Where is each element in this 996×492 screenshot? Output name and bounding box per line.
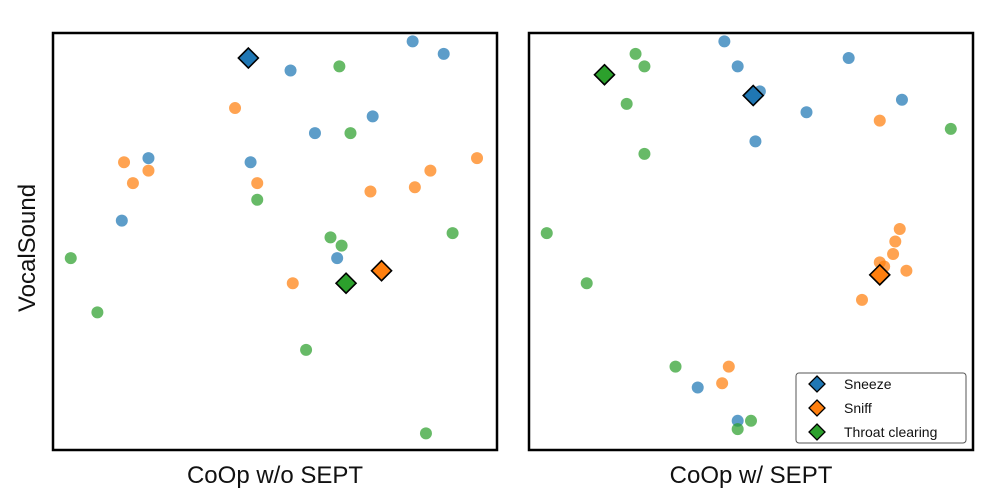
point-throat-clearing-left-4 bbox=[335, 239, 348, 252]
point-sniff-right-7 bbox=[856, 293, 868, 306]
point-throat-clearing-left-5 bbox=[344, 127, 357, 140]
point-sneeze-right-1 bbox=[731, 60, 744, 73]
point-sneeze-left-7 bbox=[437, 47, 450, 60]
point-throat-clearing-left-3 bbox=[324, 231, 337, 244]
point-sneeze-left-8 bbox=[331, 252, 344, 265]
point-throat-clearing-right-9 bbox=[944, 122, 957, 135]
prototype-diamond-sneeze-right bbox=[742, 84, 765, 107]
point-sneeze-right-7 bbox=[691, 381, 704, 394]
point-sneeze-left-6 bbox=[406, 35, 419, 48]
point-sniff-right-8 bbox=[722, 360, 735, 373]
scatter-marks-left bbox=[64, 35, 484, 440]
point-sniff-left-1 bbox=[126, 177, 139, 190]
point-sneeze-right-4 bbox=[800, 106, 813, 119]
point-sneeze-left-3 bbox=[284, 64, 297, 77]
point-sneeze-left-5 bbox=[366, 110, 379, 123]
point-sniff-left-3 bbox=[229, 102, 242, 115]
prototype-diamond-sneeze-left bbox=[237, 46, 260, 70]
point-throat-clearing-left-0 bbox=[64, 252, 77, 265]
point-sniff-right-0 bbox=[873, 114, 886, 127]
point-sneeze-left-2 bbox=[244, 156, 257, 169]
point-sniff-left-0 bbox=[118, 156, 131, 169]
legend-label-throat-clearing: Throat clearing bbox=[844, 424, 937, 440]
y-axis-label: VocalSound bbox=[14, 184, 41, 312]
prototype-diamond-sniff-left bbox=[370, 259, 393, 282]
point-sneeze-right-8 bbox=[731, 414, 744, 427]
legend: Sneeze Sniff Throat clearing bbox=[795, 372, 967, 444]
legend-marker-sniff bbox=[808, 399, 826, 417]
prototype-diamond-throat-clearing-left bbox=[334, 272, 358, 295]
point-throat-clearing-right-2 bbox=[620, 97, 633, 110]
legend-label-sneeze: Sneeze bbox=[844, 376, 892, 392]
point-throat-clearing-right-3 bbox=[638, 147, 651, 160]
point-throat-clearing-left-7 bbox=[446, 227, 459, 240]
point-throat-clearing-left-8 bbox=[300, 343, 313, 356]
point-throat-clearing-right-6 bbox=[669, 360, 682, 373]
plot-frame-left bbox=[51, 31, 499, 452]
panel-left: CoOp w/o SEPT bbox=[51, 31, 499, 489]
legend-marker-sneeze bbox=[808, 375, 826, 393]
point-sniff-left-8 bbox=[471, 152, 484, 165]
x-axis-label-left: CoOp w/o SEPT bbox=[187, 462, 363, 489]
point-sneeze-left-0 bbox=[142, 152, 155, 165]
legend-label-sniff: Sniff bbox=[844, 400, 872, 416]
scatter-marks-right bbox=[540, 35, 957, 436]
point-sniff-left-4 bbox=[251, 177, 264, 190]
point-sniff-right-9 bbox=[716, 377, 729, 390]
prototype-diamond-throat-clearing-right bbox=[593, 63, 616, 86]
prototype-diamond-sniff-right bbox=[868, 263, 891, 286]
point-sneeze-right-5 bbox=[842, 52, 855, 65]
point-sniff-right-6 bbox=[900, 264, 913, 277]
point-sneeze-left-1 bbox=[115, 214, 128, 227]
point-throat-clearing-right-1 bbox=[638, 60, 651, 73]
point-throat-clearing-left-2 bbox=[251, 193, 264, 206]
point-sneeze-right-3 bbox=[749, 135, 762, 148]
point-sniff-left-7 bbox=[424, 164, 437, 177]
point-throat-clearing-right-0 bbox=[629, 47, 642, 60]
point-sniff-left-6 bbox=[408, 181, 421, 194]
point-throat-clearing-left-9 bbox=[419, 427, 432, 440]
x-axis-label-right: CoOp w/ SEPT bbox=[670, 462, 833, 489]
point-throat-clearing-left-6 bbox=[333, 60, 346, 73]
point-sniff-left-2 bbox=[142, 164, 155, 177]
point-throat-clearing-right-4 bbox=[540, 227, 553, 240]
point-sneeze-left-4 bbox=[308, 127, 321, 140]
point-throat-clearing-right-5 bbox=[580, 277, 593, 290]
point-sneeze-right-0 bbox=[718, 35, 731, 48]
point-sneeze-right-6 bbox=[895, 93, 908, 106]
point-sniff-left-9 bbox=[286, 277, 299, 290]
legend-marker-throat-clearing bbox=[808, 423, 826, 441]
point-throat-clearing-left-1 bbox=[91, 306, 104, 319]
point-sniff-right-4 bbox=[873, 256, 886, 269]
point-sniff-left-5 bbox=[364, 185, 377, 198]
point-throat-clearing-right-8 bbox=[731, 423, 744, 436]
point-sniff-right-5 bbox=[887, 248, 900, 261]
point-throat-clearing-right-7 bbox=[745, 414, 757, 427]
legend-items: Sneeze Sniff Throat clearing bbox=[808, 375, 937, 441]
legend-box bbox=[795, 372, 967, 444]
point-sniff-right-2 bbox=[889, 235, 902, 248]
point-sniff-right-1 bbox=[893, 222, 906, 235]
